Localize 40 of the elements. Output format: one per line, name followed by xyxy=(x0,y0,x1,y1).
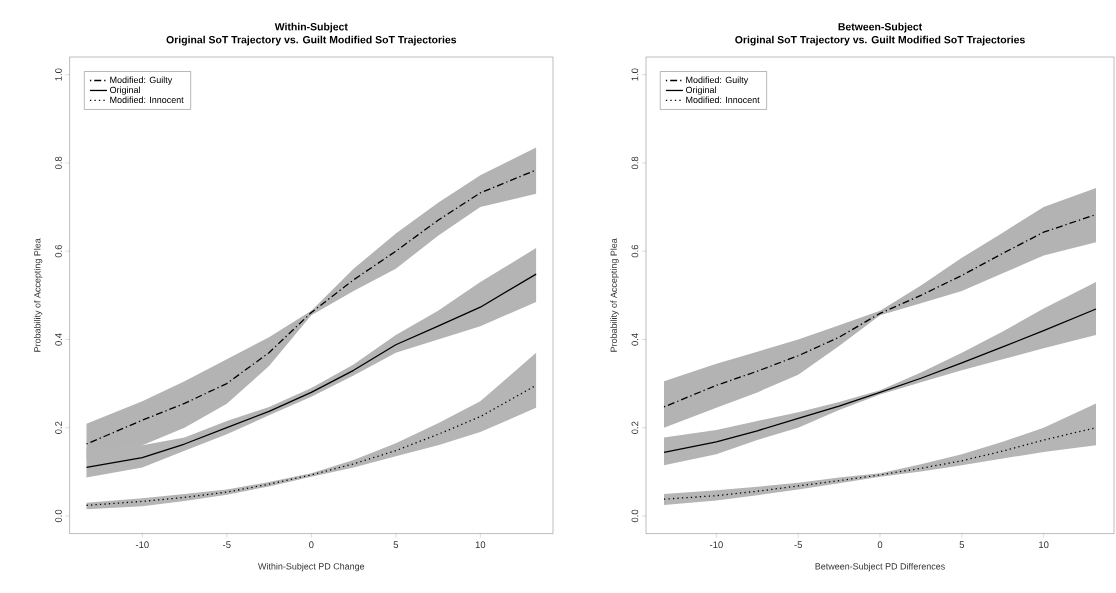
line-series xyxy=(663,213,1097,408)
chart-title: Within-Subject xyxy=(274,22,348,33)
chart-subtitle: Original SoT Trajectory vs. Guilt Modified SoT Trajectories xyxy=(735,35,1025,46)
legend-label: Original xyxy=(110,86,140,95)
y-tick-label: 0.8 xyxy=(631,156,639,170)
x-tick-label: -10 xyxy=(135,541,149,549)
y-tick-label: 0.4 xyxy=(631,333,639,346)
x-tick-label: -5 xyxy=(794,541,803,548)
x-tick-label: 5 xyxy=(959,541,965,548)
legend-label: Original xyxy=(685,86,716,95)
x-tick-label: 0 xyxy=(877,541,883,549)
legend-label: Modified: Guilty xyxy=(110,76,173,85)
legend-label: Modified: Guilty xyxy=(686,76,749,85)
legend-label: Modified: Innocent xyxy=(686,96,760,104)
y-tick-label: 0.0 xyxy=(631,509,639,523)
legend-label: Modified: Innocent xyxy=(110,96,184,104)
y-tick-label: 0.4 xyxy=(55,333,62,346)
x-tick-label: 10 xyxy=(475,541,486,549)
x-tick-label: -10 xyxy=(709,541,723,549)
x-tick-label: 0 xyxy=(309,541,314,549)
y-axis-title: Probability of Accepting Plea xyxy=(610,238,619,352)
x-tick-label: 5 xyxy=(393,541,399,548)
x-axis-title: Within-Subject PD Change xyxy=(258,562,365,572)
chart-title: Between-Subject xyxy=(838,22,923,33)
line-series xyxy=(85,384,537,507)
chart-subtitle: Original SoT Trajectory vs. Guilt Modified SoT Trajectories xyxy=(166,35,457,46)
y-tick-label: 1.0 xyxy=(631,68,639,81)
line-series xyxy=(663,427,1097,500)
y-tick-label: 0.6 xyxy=(631,245,639,258)
y-tick-label: 0.2 xyxy=(631,421,639,434)
x-tick-label: 10 xyxy=(1039,541,1049,549)
y-tick-label: 1.0 xyxy=(55,68,62,81)
y-tick-label: 0.0 xyxy=(55,509,62,523)
y-axis-title: Probability of Accepting Plea xyxy=(33,238,43,352)
y-tick-label: 0.6 xyxy=(55,245,62,258)
line-series xyxy=(663,308,1097,454)
x-axis-title: Between-Subject PD Differences xyxy=(815,562,945,572)
y-tick-label: 0.2 xyxy=(55,421,62,434)
x-tick-label: -5 xyxy=(223,541,231,548)
y-tick-label: 0.8 xyxy=(55,156,62,170)
